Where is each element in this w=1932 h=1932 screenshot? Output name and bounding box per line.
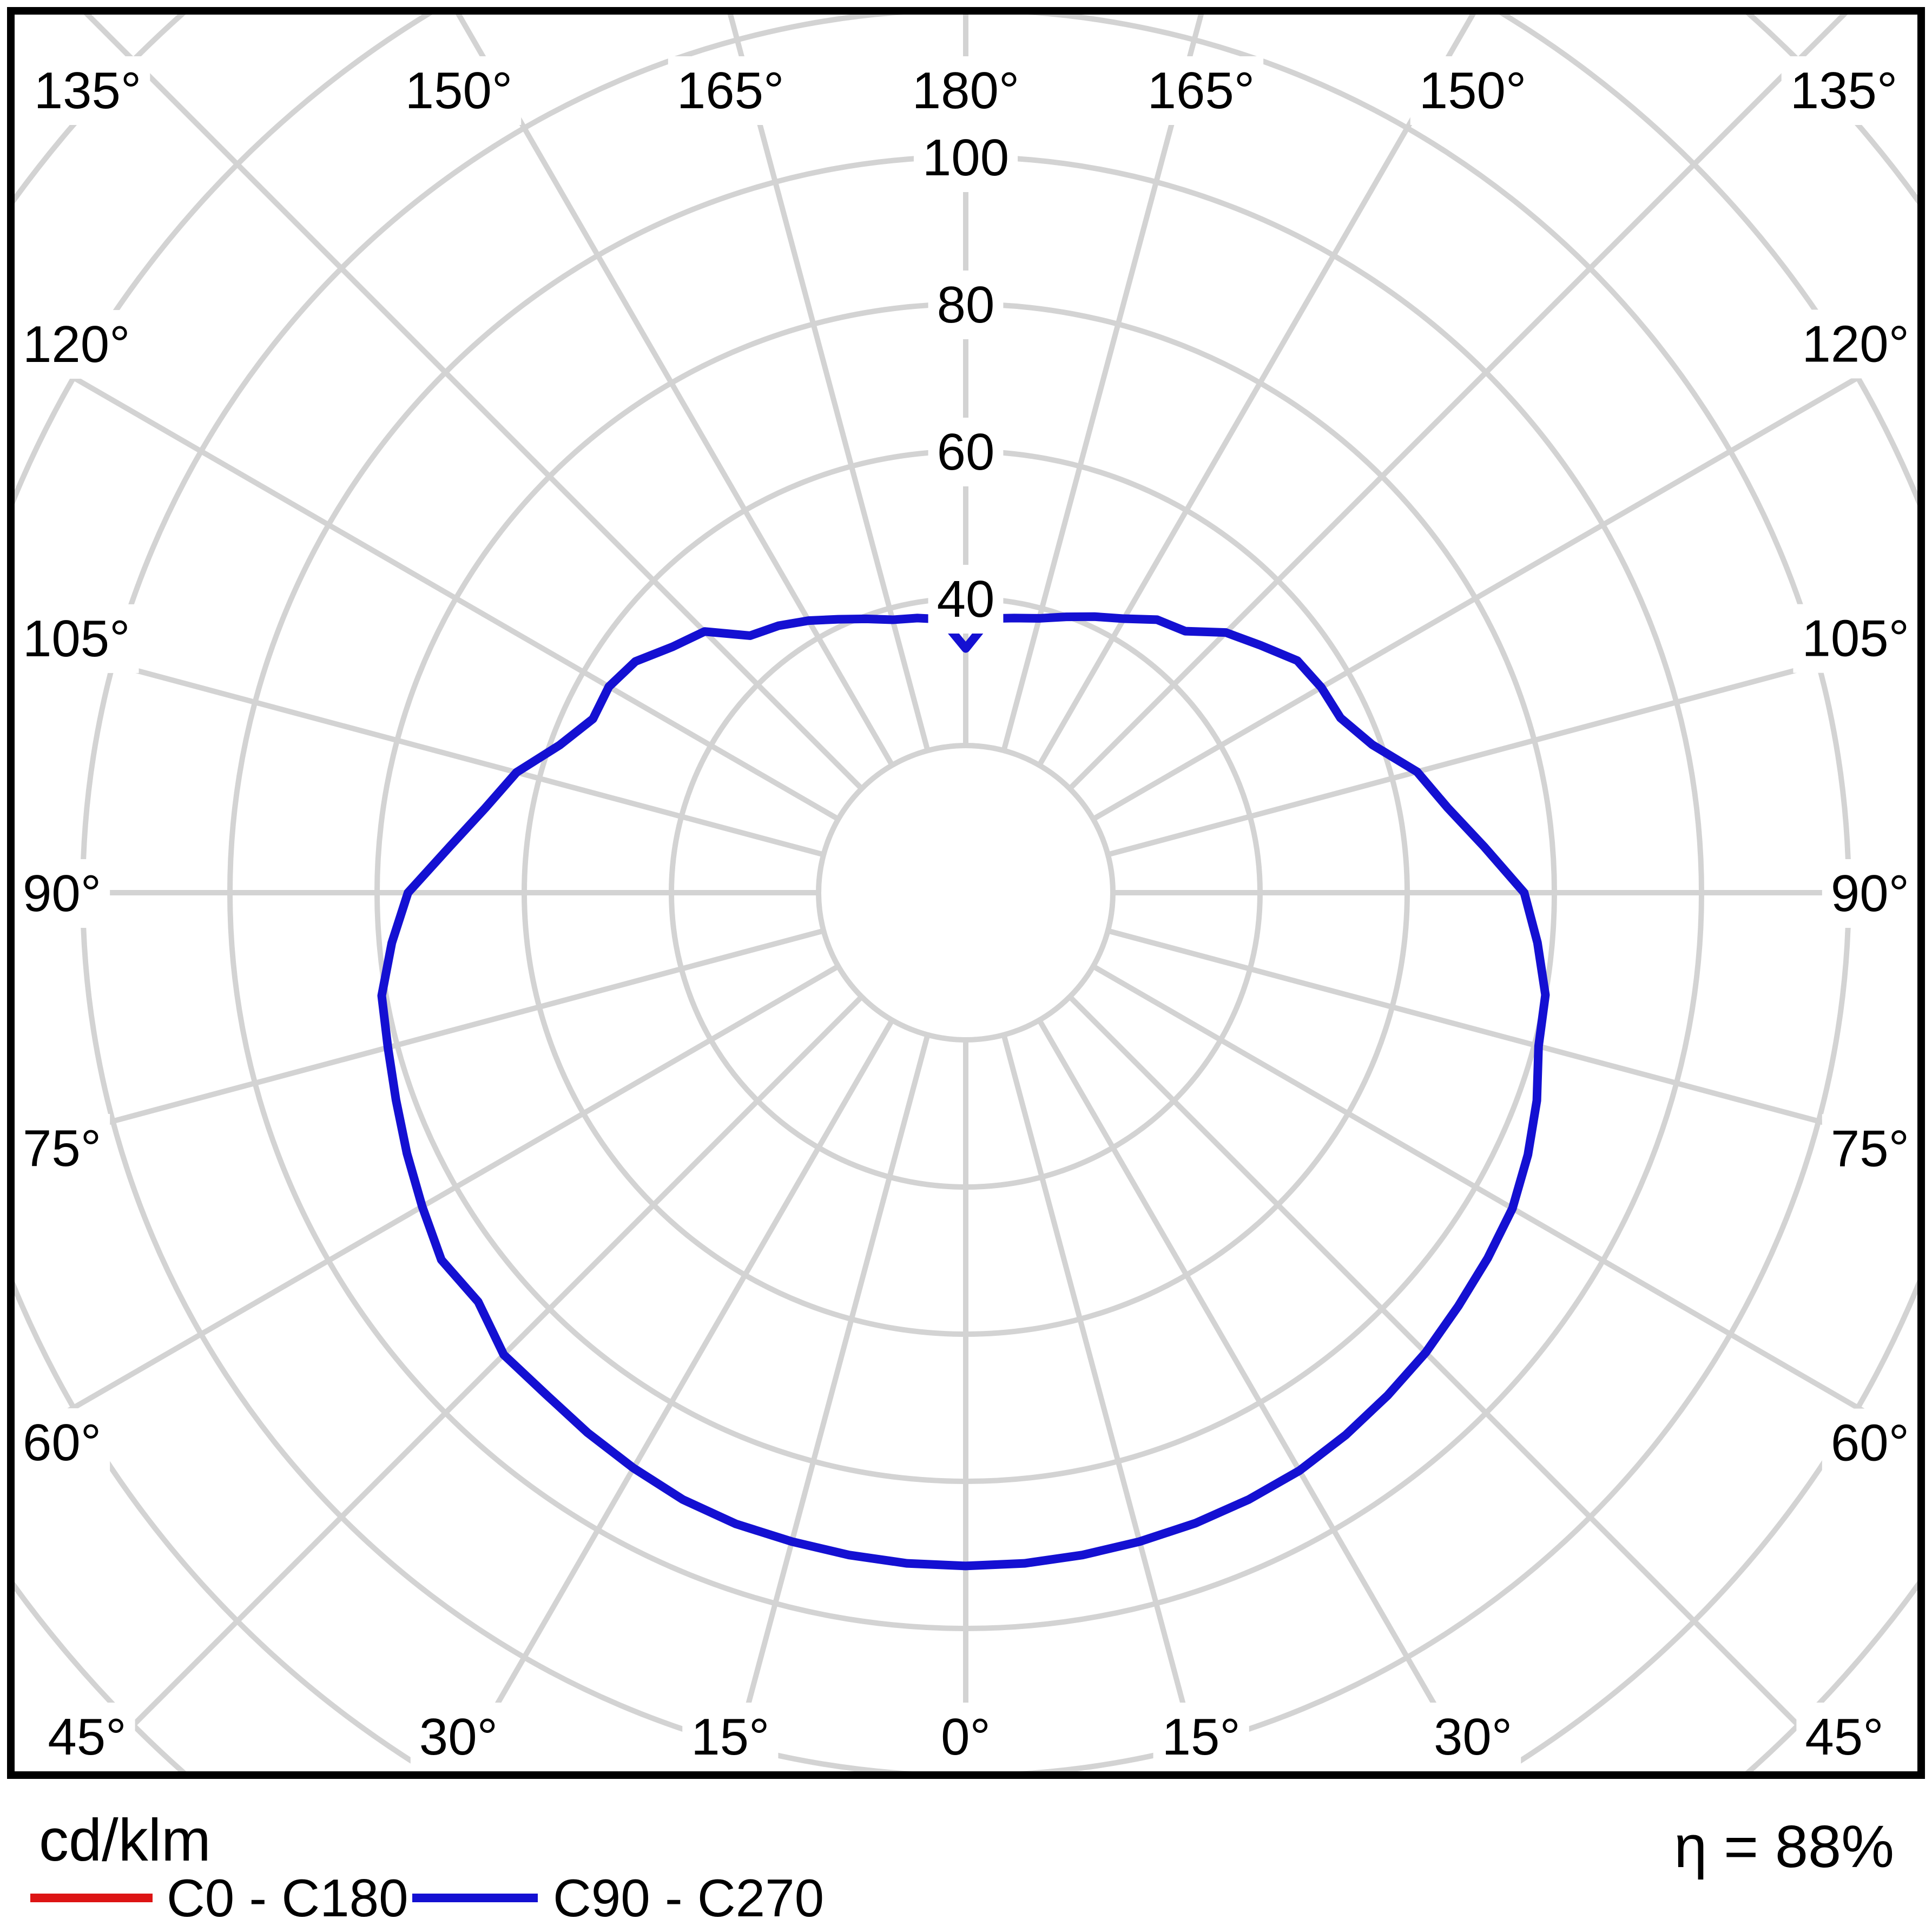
angle-label-105-left-bg [14, 604, 139, 673]
angle-label-60-right: 60° [1831, 1414, 1909, 1472]
angle-label-45-left: 45° [48, 1708, 126, 1766]
angle-label-120-right: 120° [1802, 315, 1909, 373]
angle-label-165-right-bg [1138, 56, 1264, 125]
grid-spoke-30 [1037, 1019, 1476, 1771]
angle-label-180-right-bg [903, 56, 1028, 125]
angle-label-105-left: 105° [23, 610, 130, 668]
angle-label-30-left: 30° [419, 1708, 498, 1766]
angle-label-150-left: 150° [405, 62, 513, 120]
angle-label-105-right-bg [1793, 604, 1918, 673]
angle-label-165-right: 165° [1148, 62, 1255, 120]
angle-label-60-left: 60° [23, 1414, 101, 1472]
angle-label-135-right-bg [1781, 56, 1907, 125]
angle-label-120-left-bg [14, 310, 139, 379]
angle-label-150-right: 150° [1419, 62, 1527, 120]
angle-label-150-left-bg [396, 56, 522, 125]
angle-label-15-right-bg [1153, 1703, 1249, 1771]
angle-label-30-left-bg [410, 1703, 506, 1771]
angle-label-15-left-bg [682, 1703, 779, 1771]
grid-spoke-285 [15, 928, 825, 1151]
grid-spoke-195 [727, 15, 931, 751]
angle-label-15-left: 15° [691, 1708, 769, 1766]
angle-label-120-left: 120° [23, 315, 130, 373]
angle-label-45-right-bg [1796, 1703, 1893, 1771]
grid-spoke-150 [1037, 15, 1476, 767]
angle-label-75-left: 75° [23, 1119, 101, 1177]
grid-spoke-225 [83, 15, 864, 791]
grid-spoke-315 [83, 994, 864, 1771]
grid-spoke-135 [1067, 15, 1848, 791]
legend-swatch-c90-c270 [412, 1894, 538, 1902]
radial-label-80: 80 [937, 276, 995, 334]
radial-label-40-bg [928, 565, 1004, 634]
angle-label-75-right: 75° [1831, 1119, 1909, 1177]
angle-label-75-right-bg [1822, 1114, 1918, 1183]
radial-label-60-bg [928, 418, 1004, 486]
grid-spoke-105 [1107, 635, 1917, 858]
angle-label-90-left: 90° [23, 865, 101, 922]
radial-label-80-bg [928, 271, 1004, 339]
grid-spoke-240 [15, 340, 840, 822]
efficiency-value: η = 88% [1674, 1814, 1894, 1880]
grid-spoke-120 [1092, 340, 1917, 822]
plot-border [7, 7, 1925, 1779]
radial-label-60: 60 [937, 423, 995, 481]
grid-spoke-210 [456, 15, 895, 767]
angle-label-135-left: 135° [34, 62, 142, 120]
grid-spoke-60 [1092, 964, 1917, 1446]
grid-spoke-15 [1001, 1034, 1204, 1771]
curve-c90-c270 [377, 612, 1550, 1571]
grid-spoke-45 [1067, 994, 1849, 1771]
angle-label-0-right-bg [932, 1703, 999, 1771]
angle-label-165-left-bg [668, 56, 793, 125]
angle-label-90-right: 90° [1831, 865, 1909, 922]
grid-spoke-345 [727, 1034, 931, 1771]
angle-label-165-left: 165° [677, 62, 784, 120]
radial-label-100-bg [913, 123, 1018, 192]
legend-label-c90-c270: C90 - C270 [553, 1868, 825, 1928]
angle-label-30-right-bg [1425, 1703, 1521, 1771]
angle-label-30-right: 30° [1434, 1708, 1512, 1766]
radial-label-40: 40 [937, 570, 995, 628]
angle-label-45-right: 45° [1805, 1708, 1883, 1766]
grid-spoke-75 [1107, 928, 1917, 1151]
angle-label-90-right-bg [1822, 859, 1918, 928]
unit-label: cd/klm [39, 1807, 211, 1874]
angle-label-45-left-bg [39, 1703, 135, 1771]
angle-label-60-left-bg [14, 1408, 110, 1477]
grid-spoke-330 [455, 1019, 895, 1771]
angle-label-90-left-bg [14, 859, 110, 928]
grid-spoke-255 [15, 635, 825, 858]
radial-label-100: 100 [922, 129, 1009, 187]
angle-label-60-right-bg [1822, 1408, 1918, 1478]
angle-label-120-right-bg [1793, 309, 1918, 379]
grid-labels: 40 60 80 100 0° 15° 15° 30° 30° 45° 45° 60° 60° 75° 75… [14, 56, 1918, 1771]
angle-label-135-right: 135° [1790, 62, 1898, 120]
angle-label-135-left-bg [25, 56, 150, 125]
grid-spoke-300 [15, 964, 840, 1445]
angle-label-0-right: 0° [941, 1708, 991, 1766]
angle-label-180-right: 180° [912, 62, 1020, 120]
legend-label-c0-c180: C0 - C180 [167, 1868, 408, 1928]
angle-label-150-right-bg [1410, 56, 1535, 125]
angle-label-75-left-bg [14, 1114, 110, 1183]
legend-swatch-c0-c180 [30, 1894, 153, 1902]
angle-label-105-right: 105° [1802, 610, 1909, 668]
angle-label-15-right: 15° [1162, 1708, 1241, 1766]
grid-spoke-165 [1001, 15, 1204, 751]
